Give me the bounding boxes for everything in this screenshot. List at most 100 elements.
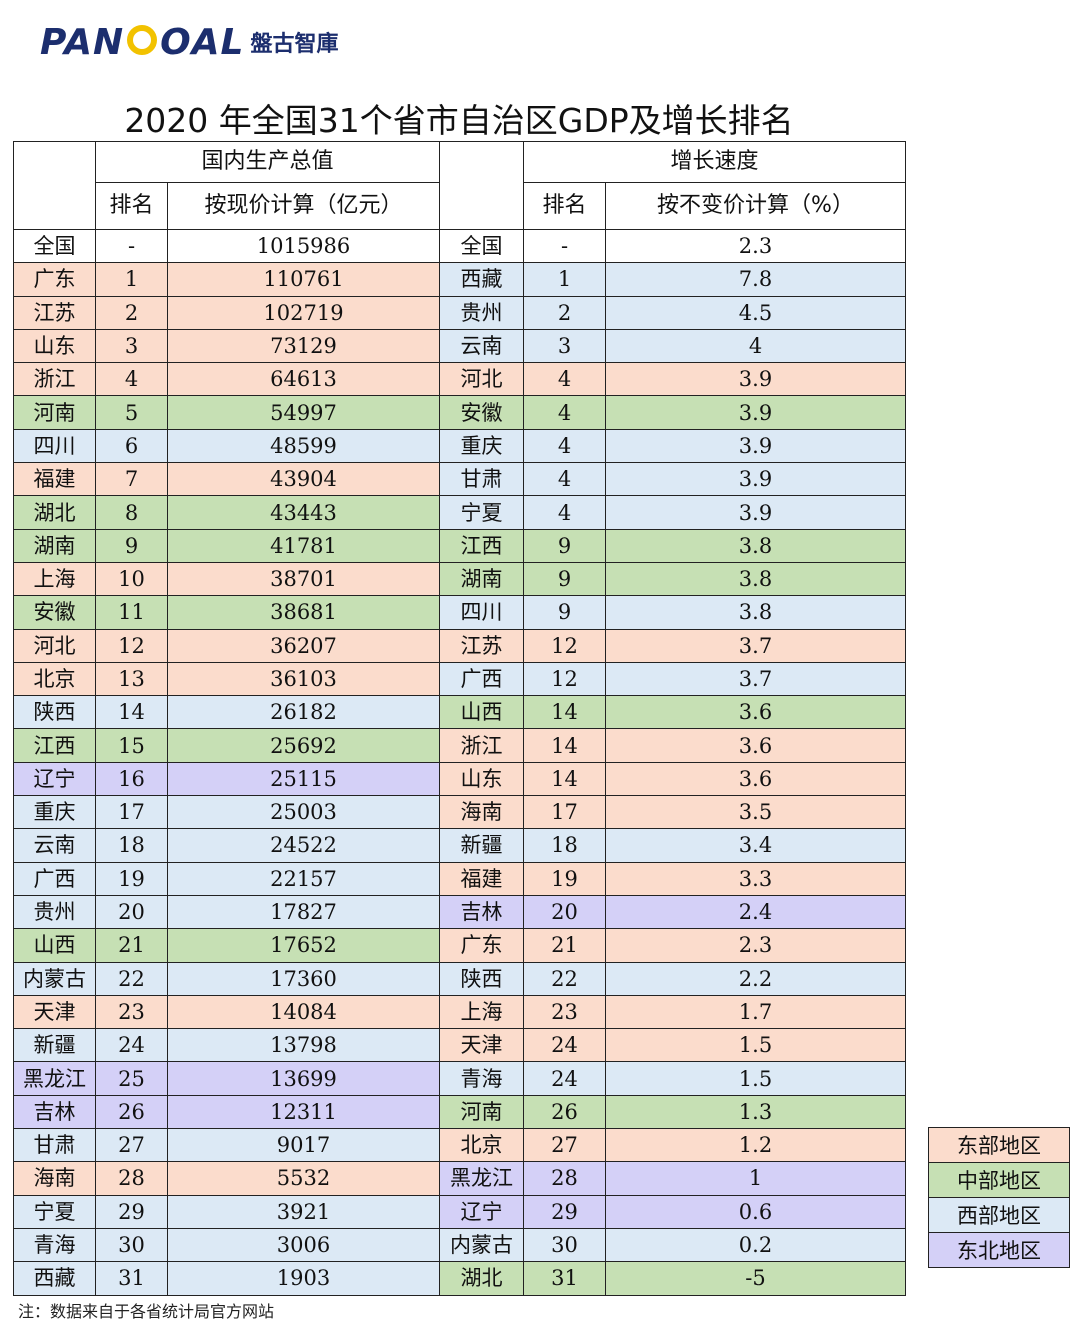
table-row: 海南 28 5532 黑龙江 28 1 [13,1161,906,1196]
province-name: 福建 [13,462,96,497]
growth-province-name: 辽宁 [439,1194,524,1229]
growth-rank: 18 [523,828,606,863]
growth-value: 1.5 [605,1061,906,1096]
province-name: 广西 [13,861,96,896]
growth-province-name: 四川 [439,595,524,630]
gdp-value: 3921 [167,1194,440,1229]
province-name: 河南 [13,395,96,430]
growth-province-name: 贵州 [439,295,524,330]
growth-rank: 24 [523,1061,606,1096]
header-blank-left [13,141,96,230]
table-row: 山西 21 17652 广东 21 2.3 [13,928,906,963]
gdp-value: 43443 [167,495,440,530]
gdp-rank: 28 [95,1161,168,1196]
growth-value: -5 [605,1261,906,1296]
gdp-rank: 25 [95,1061,168,1096]
province-name: 浙江 [13,362,96,397]
province-name: 新疆 [13,1028,96,1063]
growth-value: 1.5 [605,1028,906,1063]
province-name: 重庆 [13,795,96,830]
growth-rank: 30 [523,1227,606,1263]
growth-rank: 4 [523,395,606,430]
growth-province-name: 天津 [439,1028,524,1063]
table-row: 安徽 11 38681 四川 9 3.8 [13,595,906,630]
gdp-rank: 19 [95,861,168,896]
growth-value: 3.9 [605,462,906,497]
growth-rank: 2 [523,295,606,330]
table-row: 北京 13 36103 广西 12 3.7 [13,661,906,697]
logo-wordmark-left: PAN [40,21,125,63]
growth-province-name: 云南 [439,328,524,364]
national-growth-rank: - [523,228,606,264]
growth-value: 0.2 [605,1227,906,1263]
growth-value: 1.3 [605,1094,906,1130]
gdp-rank: 24 [95,1028,168,1063]
gdp-value: 17827 [167,894,440,930]
growth-province-name: 湖北 [439,1261,524,1296]
table-row: 贵州 20 17827 吉林 20 2.4 [13,894,906,930]
growth-value: 3.9 [605,428,906,464]
gdp-value: 64613 [167,362,440,397]
growth-value: 3.8 [605,528,906,563]
national-gdp: 1015986 [167,228,440,264]
header-blank-right [439,141,524,230]
table-row: 广西 19 22157 福建 19 3.3 [13,861,906,896]
gdp-rank: 31 [95,1261,168,1296]
growth-value: 2.2 [605,961,906,996]
gdp-value: 73129 [167,328,440,364]
growth-province-name: 上海 [439,994,524,1030]
gdp-rank: 14 [95,695,168,730]
growth-rank: 1 [523,262,606,297]
growth-rank: 23 [523,994,606,1030]
gdp-value: 22157 [167,861,440,896]
gdp-value: 9017 [167,1128,440,1163]
table-row: 吉林 26 12311 河南 26 1.3 [13,1094,906,1130]
growth-rank: 27 [523,1128,606,1163]
gdp-value: 13798 [167,1028,440,1063]
header-gdp-group: 国内生产总值 [95,141,440,183]
table-row: 四川 6 48599 重庆 4 3.9 [13,428,906,464]
growth-province-name: 山西 [439,695,524,730]
table-row: 上海 10 38701 湖南 9 3.8 [13,561,906,597]
growth-value: 3.8 [605,595,906,630]
gdp-rank: 4 [95,362,168,397]
growth-province-name: 安徽 [439,395,524,430]
growth-value: 3.5 [605,795,906,830]
table-row: 辽宁 16 25115 山东 14 3.6 [13,761,906,797]
gdp-rank: 26 [95,1094,168,1130]
growth-rank: 14 [523,761,606,797]
growth-province-name: 山东 [439,761,524,797]
province-name: 海南 [13,1161,96,1196]
gdp-value: 13699 [167,1061,440,1096]
table-row: 青海 30 3006 内蒙古 30 0.2 [13,1227,906,1263]
gdp-value: 38681 [167,595,440,630]
header-growth-group: 增长速度 [523,141,906,183]
growth-value: 3.9 [605,495,906,530]
table-row: 内蒙古 22 17360 陕西 22 2.2 [13,961,906,996]
growth-province-name: 内蒙古 [439,1227,524,1263]
gdp-rank: 8 [95,495,168,530]
growth-rank: 4 [523,462,606,497]
gdp-rank: 11 [95,595,168,630]
table-row: 江西 15 25692 浙江 14 3.6 [13,728,906,763]
gdp-value: 110761 [167,262,440,297]
gdp-rank: 27 [95,1128,168,1163]
growth-value: 7.8 [605,262,906,297]
growth-rank: 20 [523,894,606,930]
growth-value: 3.7 [605,628,906,663]
growth-value: 4.5 [605,295,906,330]
province-name: 辽宁 [13,761,96,797]
growth-rank: 12 [523,628,606,663]
province-name: 湖南 [13,528,96,563]
growth-rank: 14 [523,695,606,730]
gdp-rank: 22 [95,961,168,996]
growth-rank: 3 [523,328,606,364]
growth-province-name: 西藏 [439,262,524,297]
table-row: 广东 1 110761 西藏 1 7.8 [13,262,906,297]
table-row: 陕西 14 26182 山西 14 3.6 [13,695,906,730]
legend-item-central: 中部地区 [928,1162,1070,1198]
province-name: 山东 [13,328,96,364]
province-name: 天津 [13,994,96,1030]
legend-item-east: 东部地区 [928,1127,1070,1163]
table-row: 云南 18 24522 新疆 18 3.4 [13,828,906,863]
